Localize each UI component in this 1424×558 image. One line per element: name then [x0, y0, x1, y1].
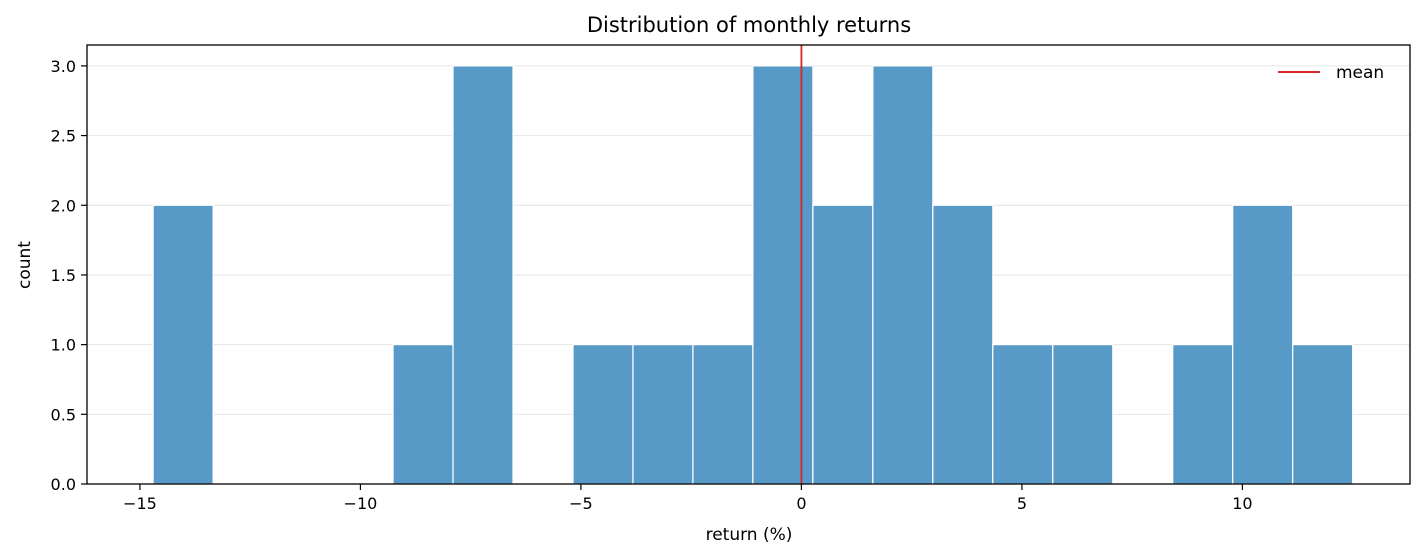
- chart-title: Distribution of monthly returns: [587, 13, 911, 37]
- plot-frame: [86, 44, 1411, 485]
- histogram-bar: [932, 204, 994, 485]
- x-tick-label: −5: [569, 494, 593, 513]
- legend-mean-label: mean: [1336, 63, 1384, 83]
- legend: mean: [1278, 63, 1384, 83]
- histogram-bar: [1232, 204, 1294, 485]
- histogram-bars: [152, 65, 1354, 485]
- x-axis-label: return (%): [706, 525, 793, 545]
- x-tick-label: 0: [796, 494, 806, 513]
- y-tick-label: 2.5: [51, 127, 76, 146]
- histogram-bar: [452, 65, 514, 485]
- histogram-bar: [1292, 344, 1354, 485]
- y-tick-label: 3.0: [51, 57, 76, 76]
- histogram-bar: [1172, 344, 1234, 485]
- histogram-bar: [572, 344, 634, 485]
- x-axis-ticks: −15 −10 −5 0 5 10: [123, 484, 1253, 513]
- histogram-bar: [152, 204, 214, 485]
- y-axis-label: count: [15, 241, 35, 289]
- x-tick-label: −15: [123, 494, 157, 513]
- y-tick-label: 1.0: [51, 336, 76, 355]
- histogram-bar: [992, 344, 1054, 485]
- histogram-bar: [812, 204, 874, 485]
- histogram-bar: [872, 65, 934, 485]
- y-tick-label: 0.5: [51, 405, 76, 424]
- y-tick-label: 0.0: [51, 475, 76, 494]
- x-tick-label: 10: [1232, 494, 1252, 513]
- histogram-bar: [1052, 344, 1114, 485]
- y-axis-ticks: 0.0 0.5 1.0 1.5 2.0 2.5 3.0: [51, 57, 87, 494]
- x-tick-label: 5: [1017, 494, 1027, 513]
- y-tick-label: 2.0: [51, 196, 76, 215]
- x-tick-label: −10: [344, 494, 378, 513]
- histogram-bar: [632, 344, 694, 485]
- histogram-bar: [692, 344, 754, 485]
- histogram-bar: [392, 344, 454, 485]
- y-tick-label: 1.5: [51, 266, 76, 285]
- histogram-bar: [752, 65, 814, 485]
